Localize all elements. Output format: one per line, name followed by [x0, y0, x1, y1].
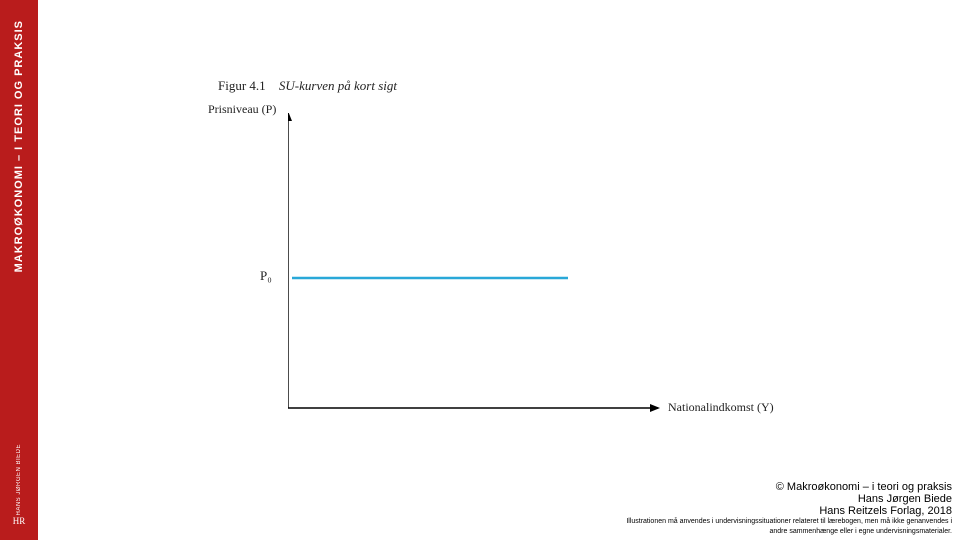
copyright-publisher: Hans Reitzels Forlag, 2018 [626, 505, 952, 517]
copyright-disclaimer-1: Illustrationen må anvendes i undervisnin… [626, 518, 952, 526]
copyright-disclaimer-2: andre sammenhænge eller i egne undervisn… [626, 528, 952, 536]
y-axis-arrow [288, 113, 292, 121]
sidebar-book-title: MAKROØKONOMI – I TEORI OG PRAKSIS [13, 20, 25, 272]
figure-caption: Figur 4.1 SU-kurven på kort sigt [218, 78, 397, 94]
y-axis-label: Prisniveau (P) [208, 102, 276, 117]
copyright-block: © Makroøkonomi – i teori og praksis Hans… [626, 481, 952, 536]
copyright-title: © Makroøkonomi – i teori og praksis [626, 481, 952, 493]
x-axis-label: Nationalindkomst (Y) [668, 400, 774, 415]
figure-number: Figur 4.1 [218, 78, 266, 93]
copyright-author: Hans Jørgen Biede [626, 493, 952, 505]
sidebar: MAKROØKONOMI – I TEORI OG PRAKSIS HANS J… [0, 0, 38, 540]
x-axis-arrow [650, 404, 660, 412]
figure-title: SU-kurven på kort sigt [279, 78, 397, 93]
p0-label: P₀ [260, 268, 272, 284]
figure-container: Figur 4.1 SU-kurven på kort sigt Prisniv… [218, 78, 778, 438]
su-curve-chart [288, 113, 678, 423]
sidebar-author: HANS JØRGEN BIEDE [16, 444, 22, 516]
main-content: Figur 4.1 SU-kurven på kort sigt Prisniv… [38, 0, 960, 540]
publisher-logo: HR [13, 516, 26, 530]
